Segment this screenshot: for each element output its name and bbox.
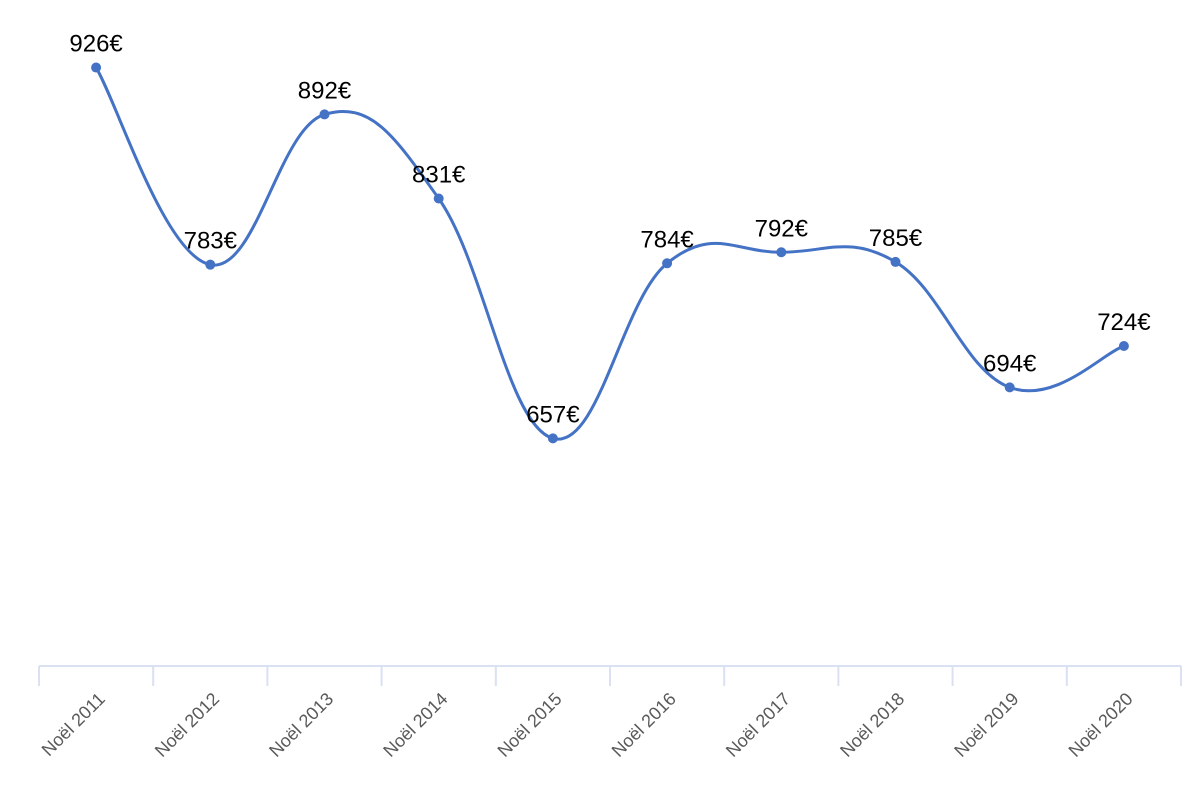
data-point [547, 433, 558, 444]
x-tick-label: Noël 2018 [836, 689, 908, 761]
x-tick-label: Noël 2011 [38, 689, 109, 760]
data-point [205, 259, 216, 270]
data-point [1004, 382, 1015, 393]
series-layer [91, 62, 1129, 444]
x-tick-label: Noël 2017 [722, 689, 794, 761]
x-tick-label: Noël 2012 [151, 689, 223, 761]
x-tick-label: Noël 2016 [608, 689, 680, 761]
data-point [1118, 341, 1129, 352]
data-point [890, 256, 901, 267]
x-tick-label: Noël 2013 [265, 689, 337, 761]
data-label: 785€ [869, 225, 923, 252]
data-label: 783€ [184, 228, 238, 255]
data-label: 892€ [298, 77, 352, 104]
data-point [662, 258, 673, 269]
data-label: 784€ [640, 226, 694, 253]
data-label: 657€ [526, 401, 580, 428]
series-line [94, 66, 1126, 441]
data-point [776, 247, 787, 258]
x-tick-label: Noël 2014 [379, 689, 451, 761]
x-tick-label: Noël 2019 [950, 689, 1022, 761]
data-point [91, 62, 102, 73]
data-label: 792€ [755, 215, 809, 242]
x-tick-label: Noël 2020 [1065, 689, 1137, 761]
data-label: 694€ [983, 350, 1037, 377]
data-labels: 926€ 783€ 892€ 831€ 657€ 784€ 792€ 785€ 694€ 724€ [69, 31, 1151, 429]
data-point [319, 109, 330, 120]
data-label: 724€ [1097, 309, 1151, 336]
x-axis: Noël 2011 Noël 2012 Noël 2013 Noël 2014 Noël… [38, 665, 1182, 761]
data-point [433, 193, 444, 204]
x-tick-label: Noël 2015 [494, 689, 566, 761]
data-label: 831€ [412, 162, 466, 189]
data-label: 926€ [69, 31, 123, 58]
